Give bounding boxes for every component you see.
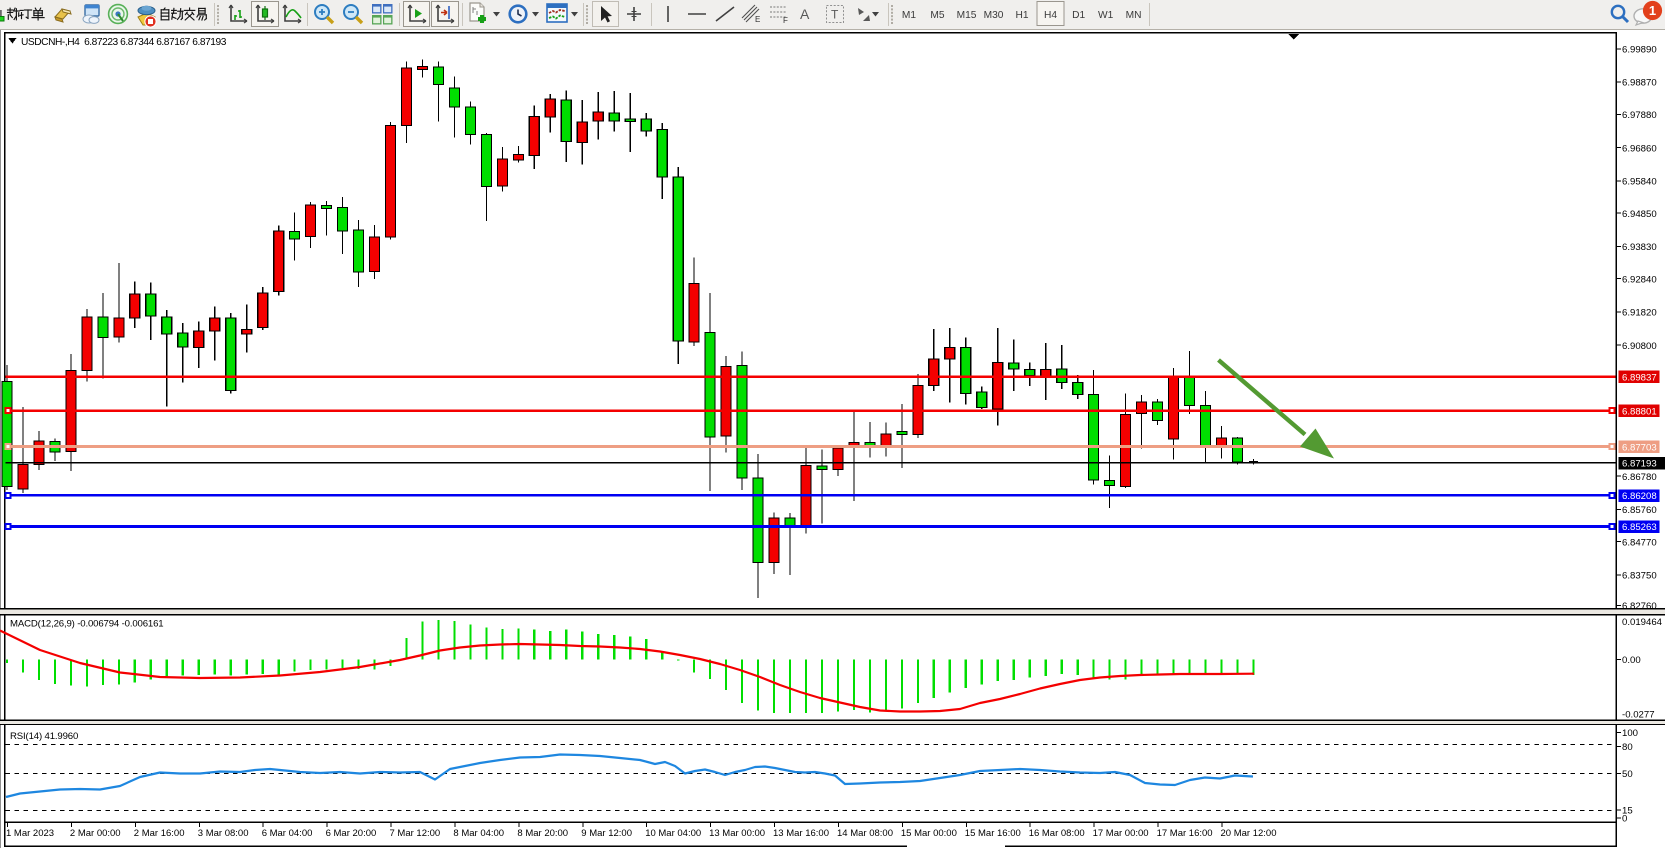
svg-text:3 Mar 08:00: 3 Mar 08:00 (198, 828, 249, 839)
svg-text:17 Mar 00:00: 17 Mar 00:00 (1093, 828, 1149, 839)
svg-text:6.86208: 6.86208 (1622, 491, 1657, 502)
svg-text:7 Mar 12:00: 7 Mar 12:00 (390, 828, 441, 839)
svg-text:0.00: 0.00 (1622, 655, 1641, 666)
svg-text:15 Mar 16:00: 15 Mar 16:00 (965, 828, 1021, 839)
svg-text:6.92840: 6.92840 (1622, 274, 1657, 285)
svg-text:14 Mar 08:00: 14 Mar 08:00 (837, 828, 893, 839)
svg-text:15: 15 (1622, 806, 1633, 817)
svg-text:80: 80 (1622, 742, 1633, 753)
svg-text:0.019464: 0.019464 (1622, 617, 1663, 628)
svg-text:6.96860: 6.96860 (1622, 143, 1657, 154)
svg-text:17 Mar 16:00: 17 Mar 16:00 (1157, 828, 1213, 839)
svg-text:F: F (783, 16, 788, 25)
svg-text:6.82760: 6.82760 (1622, 601, 1657, 612)
svg-text:50: 50 (1622, 769, 1633, 780)
svg-text:MN: MN (1126, 10, 1142, 21)
svg-text:RSI(14) 41.9960: RSI(14) 41.9960 (10, 731, 78, 742)
svg-text:6.97880: 6.97880 (1622, 110, 1657, 121)
svg-text:MACD(12,26,9) -0.006794 -0.006: MACD(12,26,9) -0.006794 -0.006161 (10, 619, 163, 630)
svg-text:6.83750: 6.83750 (1622, 571, 1657, 582)
svg-text:0: 0 (1622, 814, 1627, 825)
svg-text:100: 100 (1622, 728, 1638, 739)
svg-text:T: T (831, 8, 839, 22)
svg-text:16 Mar 08:00: 16 Mar 08:00 (1029, 828, 1085, 839)
svg-text:USDCNH-,H4 6.87223 6.87344 6.: USDCNH-,H4 6.87223 6.87344 6.87167 6.871… (21, 37, 227, 48)
svg-text:6.98870: 6.98870 (1622, 78, 1657, 89)
svg-text:6.89837: 6.89837 (1622, 372, 1657, 383)
svg-text:2 Mar 00:00: 2 Mar 00:00 (70, 828, 121, 839)
svg-text:H4: H4 (1044, 10, 1057, 21)
svg-text:6.87193: 6.87193 (1622, 459, 1657, 470)
svg-text:-0.0277: -0.0277 (1622, 710, 1655, 721)
svg-text:15 Mar 00:00: 15 Mar 00:00 (901, 828, 957, 839)
svg-text:6.99890: 6.99890 (1622, 45, 1657, 56)
svg-text:8 Mar 04:00: 8 Mar 04:00 (453, 828, 504, 839)
svg-text:6.91820: 6.91820 (1622, 308, 1657, 319)
svg-text:2 Mar 16:00: 2 Mar 16:00 (134, 828, 185, 839)
svg-text:6.94850: 6.94850 (1622, 209, 1657, 220)
svg-text:W1: W1 (1098, 10, 1114, 21)
svg-text:13 Mar 00:00: 13 Mar 00:00 (709, 828, 765, 839)
svg-text:A: A (800, 6, 810, 22)
svg-text:6.85263: 6.85263 (1622, 522, 1657, 533)
svg-text:6 Mar 20:00: 6 Mar 20:00 (326, 828, 377, 839)
svg-text:1: 1 (1649, 3, 1656, 18)
svg-text:6.86780: 6.86780 (1622, 472, 1657, 483)
svg-text:H1: H1 (1015, 10, 1028, 21)
svg-text:6.85760: 6.85760 (1622, 505, 1657, 516)
svg-text:M30: M30 (984, 10, 1004, 21)
svg-text:20 Mar 12:00: 20 Mar 12:00 (1221, 828, 1277, 839)
svg-text:M1: M1 (902, 10, 916, 21)
svg-text:8 Mar 20:00: 8 Mar 20:00 (517, 828, 568, 839)
svg-text:9 Mar 12:00: 9 Mar 12:00 (581, 828, 632, 839)
svg-text:M15: M15 (957, 10, 977, 21)
svg-text:6.88801: 6.88801 (1622, 406, 1657, 417)
svg-text:6 Mar 04:00: 6 Mar 04:00 (262, 828, 313, 839)
svg-text:E: E (755, 15, 760, 24)
svg-text:6.84770: 6.84770 (1622, 537, 1657, 548)
svg-text:6.87703: 6.87703 (1622, 442, 1657, 453)
svg-text:13 Mar 16:00: 13 Mar 16:00 (773, 828, 829, 839)
svg-text:10 Mar 04:00: 10 Mar 04:00 (645, 828, 701, 839)
svg-text:6.95840: 6.95840 (1622, 177, 1657, 188)
svg-text:D1: D1 (1072, 10, 1085, 21)
svg-text:1 Mar 2023: 1 Mar 2023 (6, 828, 54, 839)
svg-text:6.93830: 6.93830 (1622, 242, 1657, 253)
svg-text:6.90800: 6.90800 (1622, 341, 1657, 352)
svg-text:M5: M5 (930, 10, 944, 21)
